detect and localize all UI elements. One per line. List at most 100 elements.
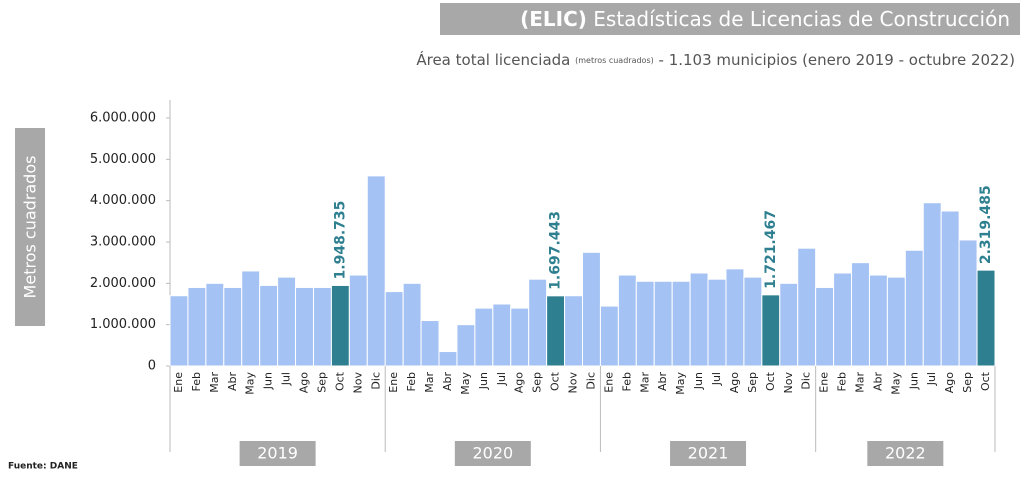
y-tick-label: 0 <box>148 359 156 374</box>
bar <box>851 262 870 367</box>
subtitle-period: (enero 2019 - octubre 2022) <box>802 51 1015 69</box>
title-bold: (ELIC) <box>520 7 587 31</box>
y-tick-label: 6.000.000 <box>90 111 156 126</box>
bar <box>671 280 691 367</box>
bar <box>833 272 853 367</box>
x-tick-label: Ene <box>818 372 831 393</box>
y-tick-label: 2.000.000 <box>90 276 156 291</box>
x-tick-label: Nov <box>351 372 364 394</box>
x-tick-label: Oct <box>333 371 346 391</box>
bar <box>259 284 279 367</box>
x-tick-label: Nov <box>782 372 795 394</box>
bar <box>779 282 799 367</box>
subtitle-scope: - 1.103 municipios <box>659 51 798 69</box>
x-tick-label: Oct <box>979 371 992 391</box>
bar <box>169 295 189 367</box>
bar <box>546 295 566 367</box>
data-label: 1.721.467 <box>763 210 779 289</box>
x-tick-label: Dic <box>800 372 813 390</box>
bar <box>384 291 404 367</box>
x-tick-label: Jun <box>692 372 705 390</box>
year-label: 2020 <box>472 444 513 463</box>
subtitle-main: Área total licenciada <box>416 50 570 69</box>
x-tick-label: Sep <box>315 372 328 393</box>
x-tick-label: Jun <box>907 372 920 390</box>
bar <box>187 286 207 367</box>
bar <box>886 276 906 367</box>
bar <box>976 269 996 367</box>
x-tick-label: Jun <box>262 372 275 390</box>
bar <box>277 276 297 367</box>
x-tick-label: Mar <box>638 372 651 393</box>
x-tick-label: Ago <box>298 372 311 394</box>
bar <box>707 278 727 367</box>
x-tick-label: Sep <box>746 372 759 393</box>
x-tick-label: Ago <box>728 372 741 394</box>
y-tick-label: 5.000.000 <box>90 152 156 167</box>
bar <box>797 247 817 367</box>
y-tick-label: 1.000.000 <box>90 317 156 332</box>
x-tick-label: Dic <box>584 372 597 390</box>
x-tick-label: Jul <box>925 372 938 386</box>
x-tick-label: May <box>244 372 257 395</box>
x-tick-label: Abr <box>871 372 884 392</box>
bar <box>743 276 763 367</box>
bar <box>295 286 314 367</box>
y-axis-label: Metros cuadrados <box>21 156 40 299</box>
bar <box>420 320 440 367</box>
bar <box>510 307 530 367</box>
title-main: Estadísticas de Licencias de Construcció… <box>593 7 1010 31</box>
x-tick-label: Ene <box>387 372 400 393</box>
bar <box>940 210 960 367</box>
y-label-box <box>15 128 45 326</box>
data-label: 1.948.735 <box>332 201 348 280</box>
subtitle-unit: (metros cuadrados) <box>575 56 654 65</box>
bar <box>312 286 332 367</box>
x-tick-label: Feb <box>836 372 849 391</box>
bar <box>582 251 601 367</box>
year-box <box>454 441 531 466</box>
bar <box>599 305 619 367</box>
x-tick-label: Abr <box>441 372 454 392</box>
x-tick-label: Abr <box>226 372 239 392</box>
bar <box>922 202 942 367</box>
bar <box>223 286 243 367</box>
data-label: 2.319.485 <box>978 185 994 264</box>
year-box <box>239 441 316 466</box>
x-tick-label: Sep <box>531 372 544 393</box>
x-tick-label: Jul <box>710 372 723 386</box>
x-tick-label: May <box>889 372 902 395</box>
bar <box>456 324 476 367</box>
bar <box>904 249 924 367</box>
bar <box>438 351 458 367</box>
bar <box>958 239 978 367</box>
bar <box>689 272 709 367</box>
bar <box>868 274 888 367</box>
x-tick-label: Ene <box>602 372 615 393</box>
y-tick-label: 4.000.000 <box>90 193 156 208</box>
data-label: 1.697.443 <box>548 211 564 290</box>
x-tick-label: May <box>459 372 472 395</box>
year-label: 2021 <box>688 444 729 463</box>
x-tick-label: Nov <box>567 372 580 394</box>
year-box <box>670 441 747 466</box>
x-tick-label: Jul <box>280 372 293 386</box>
bar <box>366 175 386 367</box>
x-tick-label: May <box>674 372 687 395</box>
chart-title: (ELIC) Estadísticas de Licencias de Cons… <box>520 7 1010 31</box>
x-tick-label: Dic <box>369 372 382 390</box>
x-tick-label: Oct <box>764 371 777 391</box>
bar <box>402 282 422 367</box>
bar <box>617 274 637 367</box>
bar <box>330 284 350 367</box>
year-box <box>867 441 944 466</box>
x-tick-label: Mar <box>208 372 221 393</box>
x-tick-label: Oct <box>549 371 562 391</box>
bar <box>725 268 745 367</box>
x-tick-label: Ago <box>513 372 526 394</box>
y-tick-label: 3.000.000 <box>90 235 156 250</box>
x-tick-label: Jul <box>495 372 508 386</box>
bar <box>348 274 368 367</box>
subtitle: Área total licenciada (metros cuadrados)… <box>416 50 1015 69</box>
